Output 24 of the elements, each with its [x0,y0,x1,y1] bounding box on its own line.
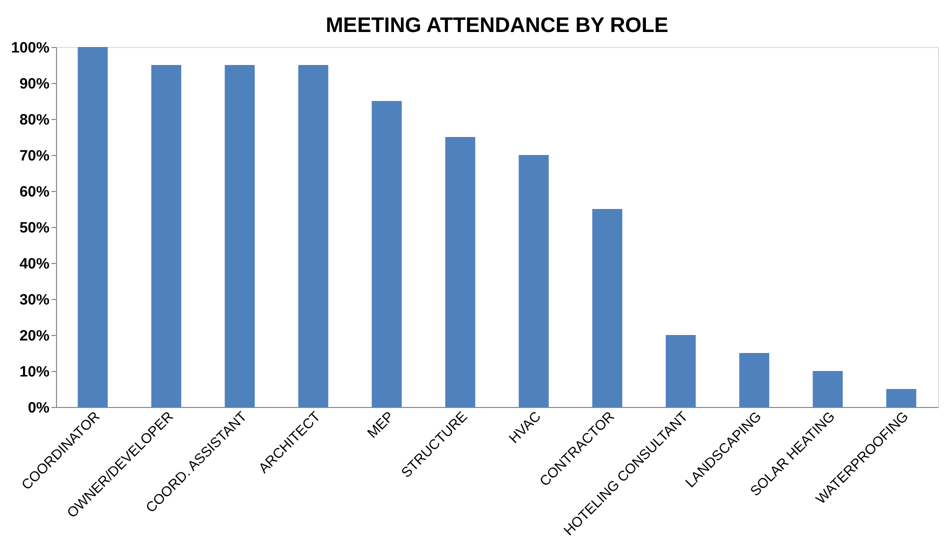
y-tick-label: 30% [19,292,50,308]
y-tick-label: 70% [19,148,50,164]
bar [298,65,328,407]
bar [886,389,916,407]
y-tick-label: 40% [19,256,50,272]
bar [78,47,108,407]
chart-title: MEETING ATTENDANCE BY ROLE [326,14,668,37]
y-tick-label: 0% [28,400,50,416]
y-tick-label: 100% [11,40,50,56]
bar [224,65,255,407]
bar [518,155,549,407]
bar [372,101,402,407]
bar [151,65,182,407]
y-tick-label: 50% [19,220,50,236]
y-tick-label: 10% [19,364,50,380]
y-tick-label: 80% [19,112,50,128]
y-tick-label: 20% [19,328,50,344]
y-tick-label: 60% [19,184,50,200]
bar [666,335,696,407]
y-tick-label: 90% [19,76,50,92]
bar [812,371,843,407]
bar [592,209,622,407]
bar [445,137,476,407]
bar [739,353,770,407]
